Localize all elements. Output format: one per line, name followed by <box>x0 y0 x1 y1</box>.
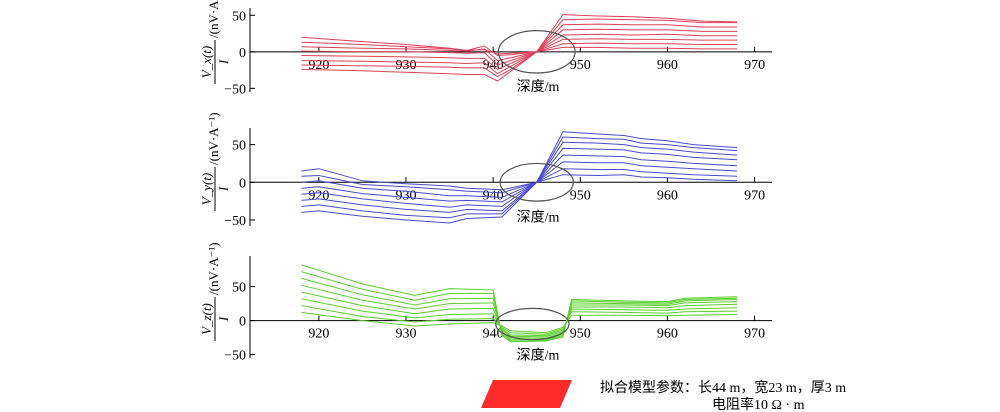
x-tick-label: 920 <box>308 188 329 203</box>
x-tick-label: 970 <box>744 58 765 73</box>
y-label-unit: /(nV·A⁻¹) <box>206 0 221 38</box>
y-label-denominator: I <box>216 59 231 65</box>
y-label-numerator: V_x(t) <box>199 46 214 78</box>
anomaly-ellipse-y <box>499 162 574 202</box>
x-tick-label: 960 <box>657 58 678 73</box>
x-axis-label-y: 深度/m <box>517 209 560 225</box>
series-line-z-2 <box>301 305 738 335</box>
y-axis-label-z: V_z(t) I /(nV·A⁻¹) <box>199 242 231 341</box>
y-label-denominator: I <box>216 316 231 322</box>
series-line-x-1 <box>301 36 738 55</box>
series-line-z-4 <box>301 291 738 338</box>
y-label-unit: /(nV·A⁻¹) <box>206 112 221 165</box>
y-axis-label-x: V_x(t) I /(nV·A⁻¹) <box>199 0 231 84</box>
series-line-z-8 <box>301 264 738 343</box>
series-line-x-5 <box>301 28 738 70</box>
series-line-y-8 <box>301 131 738 224</box>
y-tick-label: −50 <box>224 349 246 364</box>
x-tick-label: 930 <box>396 327 417 342</box>
series-line-y-1 <box>301 168 738 191</box>
x-tick-label: 960 <box>657 188 678 203</box>
y-tick-label: 0 <box>239 176 246 191</box>
y-tick-label: 0 <box>239 46 246 61</box>
series-line-z-3 <box>301 298 738 337</box>
y-label-denominator: I <box>216 186 231 192</box>
series-line-x-7 <box>301 18 738 78</box>
legend: 拟合模型参数：长44 m，宽23 m，厚3 m 电阻率10 Ω · m <box>481 379 846 412</box>
x-axis-label-z: 深度/m <box>517 348 560 364</box>
y-tick-label: 50 <box>232 281 246 296</box>
anomaly-ellipse-x <box>497 30 576 74</box>
legend-line-2: 电阻率10 Ω · m <box>712 396 805 412</box>
x-tick-label: 970 <box>744 327 765 342</box>
y-tick-label: 50 <box>232 9 246 24</box>
series-line-x-3 <box>301 38 738 62</box>
model-swatch <box>481 380 572 408</box>
x-tick-label: 950 <box>570 188 591 203</box>
legend-line-1: 拟合模型参数：长44 m，宽23 m，厚3 m <box>600 379 846 396</box>
x-axis-label-x: 深度/m <box>517 79 560 95</box>
series-line-x-6 <box>301 23 738 75</box>
series-line-x-8 <box>301 14 738 82</box>
x-tick-label: 950 <box>570 327 591 342</box>
y-axis-label-y: V_y(t) I /(nV·A⁻¹) <box>199 112 231 211</box>
y-tick-label: −50 <box>224 214 246 229</box>
y-tick-label: 0 <box>239 315 246 330</box>
series-line-x-4 <box>301 33 738 66</box>
y-tick-label: 50 <box>232 139 246 154</box>
y-label-numerator: V_z(t) <box>199 303 214 335</box>
series-line-x-2 <box>301 41 738 57</box>
x-tick-label: 920 <box>308 327 329 342</box>
y-label-numerator: V_y(t) <box>199 173 214 205</box>
x-tick-label: 960 <box>657 327 678 342</box>
x-tick-label: 930 <box>396 58 417 73</box>
y-tick-label: −50 <box>224 82 246 97</box>
anomaly-ellipse-z <box>495 307 570 341</box>
series-line-z-7 <box>301 271 738 341</box>
y-label-unit: /(nV·A⁻¹) <box>206 242 221 295</box>
series-line-z-5 <box>301 284 738 339</box>
series-line-z-1 <box>301 311 738 334</box>
x-tick-label: 970 <box>744 188 765 203</box>
x-tick-label: 950 <box>570 58 591 73</box>
